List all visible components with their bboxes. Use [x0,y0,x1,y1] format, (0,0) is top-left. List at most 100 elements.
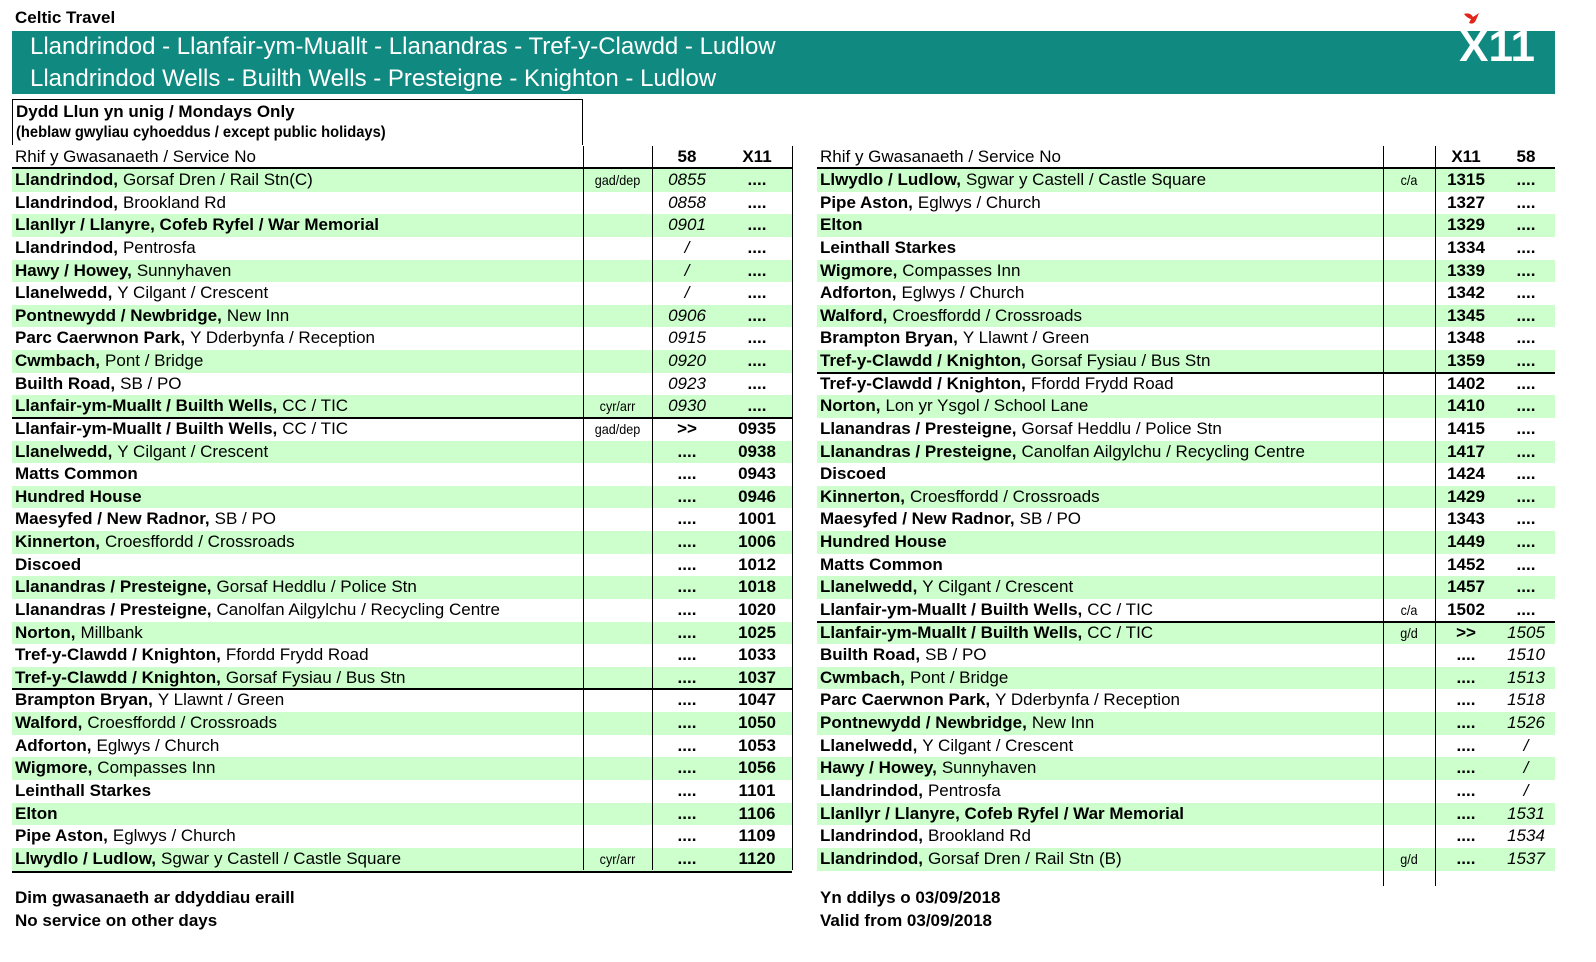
stop-name: Builth Road, [15,373,116,393]
stop-place: Lon yr Ysgol / School Lane [885,396,1089,416]
stop-place: Y Cilgant / Crescent [117,283,269,303]
stop-name: Walford, [15,713,83,733]
footer-note: Dim gwasanaeth ar ddyddiau eraill [15,888,295,907]
time: 0923 [668,373,706,393]
stop: Llandrindod, Pentrosfa [820,780,1380,802]
stop-name: Matts Common [15,464,138,484]
stop-name: Cwmbach, [15,351,101,371]
stop-place: Sunnyhaven [136,260,232,280]
stop: Hawy / Howey, Sunnyhaven [820,757,1380,779]
stop-name: Maesyfed / New Radnor, [15,509,210,529]
stop-place: Eglwys / Church [901,283,1025,303]
row-stripe [12,757,792,780]
stop: Llandrindod, Pentrosfa [15,237,580,259]
time: .... [1516,577,1536,597]
stop: Llanelwedd, Y Cilgant / Crescent [820,735,1380,757]
stop: Llanelwedd, Y Cilgant / Crescent [15,282,580,304]
stop-name: Norton, [820,396,881,416]
stop: Llanfair-ym-Muallt / Builth Wells, CC / T… [15,418,580,440]
time: .... [677,441,697,461]
time: .... [1516,328,1536,348]
stop-place: Sgwar y Castell / Castle Square [161,848,402,868]
stop-name: Hawy / Howey, [820,758,937,778]
stop-place: Canolfan Ailgylchu / Recycling Centre [1021,441,1305,461]
stop-place: Croesffordd / Crossroads [105,532,295,552]
time: 1513 [1507,667,1545,687]
time: .... [1516,260,1536,280]
time: .... [1516,486,1536,506]
stop-name: Tref-y-Clawdd / Knighton, [15,667,221,687]
stop-place: Ffordd Frydd Road [1030,373,1174,393]
stop: Builth Road, SB / PO [820,644,1380,666]
row-stripe [817,395,1555,418]
row-stripe [817,440,1555,464]
stop-name: Llandrindod, [820,781,923,800]
stop: Llanelwedd, Y Cilgant / Crescent [820,576,1380,598]
stop-place: Eglwys / Church [96,735,220,755]
row-stripe [12,712,792,735]
stop: Cwmbach, Pont / Bridge [15,350,580,372]
stop: Pipe Aston, Eglwys / Church [820,192,1380,214]
time: .... [1516,170,1536,189]
stop-place: CC / TIC [282,396,349,416]
column-rule [792,146,793,870]
time: 1402 [1447,373,1485,393]
stop-name: Llwydlo / Ludlow, [15,848,157,868]
stop-place: Y Cilgant / Crescent [922,577,1074,597]
stop: Llanandras / Presteigne, Gorsaf Heddlu / … [15,576,580,598]
row-stripe [817,666,1555,690]
stop-place: Y Dderbynfa / Reception [995,690,1180,710]
stop-name: Llanandras / Presteigne, [820,441,1017,461]
stop-name: Llandrindod, [820,848,923,868]
stop-note: c/a [1400,172,1418,188]
time: 1345 [1447,305,1485,325]
stop: Pontnewydd / Newbridge, New Inn [820,712,1380,734]
time: / [684,260,690,280]
time: 1106 [738,803,776,823]
row-stripe [12,259,792,283]
stop: Hundred House [15,486,580,508]
time: .... [1456,645,1476,665]
row-stripe [12,847,792,871]
time: .... [1516,441,1536,461]
row-stripe [12,621,792,645]
time: .... [747,373,767,393]
time: 1050 [738,713,776,733]
row-stripe [12,304,792,328]
time: 1348 [1447,328,1485,348]
stop-place: CC / TIC [1087,622,1154,642]
stop-name: Parc Caerwnon Park, [820,690,991,710]
time: .... [1516,192,1536,212]
stop-name: Walford, [820,305,888,325]
column-header: 58 [1516,147,1536,166]
time: 1502 [1447,599,1485,619]
stop-name: Elton [15,803,58,823]
stop: Discoed [15,554,580,576]
stop-place: New Inn [1031,713,1095,733]
column-rule [1383,146,1384,886]
row-stripe [817,712,1555,735]
time: 0938 [738,441,776,461]
stop-note: g/d [1400,850,1418,867]
stop-name: Pipe Aston, [15,826,108,846]
stop: Kinnerton, Croesffordd / Crossroads [15,531,580,553]
stop-name: Matts Common [820,554,943,574]
stop: Tref-y-Clawdd / Knighton, Gorsaf Fysiau /… [15,667,580,689]
stop-name: Leinthall Starkes [15,781,152,800]
time: 1047 [738,690,776,710]
time: 1120 [738,848,776,868]
time: 1505 [1507,622,1545,642]
time: 1457 [1447,577,1485,597]
stop: Wigmore, Compasses Inn [15,757,580,779]
time: / [684,237,690,257]
time: .... [1516,351,1536,371]
row-stripe [12,666,792,690]
column-rule [1435,146,1436,886]
time: 0943 [738,464,776,484]
stop-name: Llandrindod, [15,192,118,212]
stop-name: Llanllyr / Llanyre, Cofeb Ryfel / War Me… [820,803,1185,823]
route-banner: Llandrindod - Llanfair-ym-Muallt - Llana… [12,22,1555,94]
stop-note: cyr/arr [599,850,636,867]
stop-name: Kinnerton, [820,486,905,506]
